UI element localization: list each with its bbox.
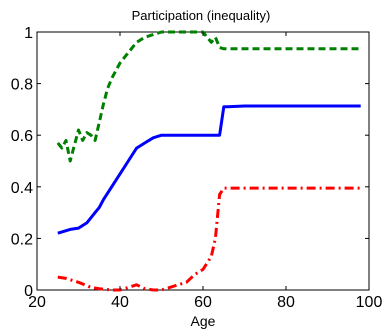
y-tick-label-2: 0.4 bbox=[11, 180, 33, 197]
x-axis-label: Age bbox=[191, 313, 216, 329]
ticks-layer: 20 40 60 80 100 0 0.2 0.4 0.6 0.8 1 bbox=[11, 25, 383, 311]
y-tick-label-4: 0.8 bbox=[11, 77, 33, 94]
x-tick-label-2: 60 bbox=[194, 294, 212, 311]
series-line-0 bbox=[57, 104, 361, 235]
x-tick-label-1: 40 bbox=[111, 294, 129, 311]
x-tick-label-3: 80 bbox=[277, 294, 295, 311]
series-line-2 bbox=[57, 186, 361, 292]
y-tick-label-1: 0.2 bbox=[11, 231, 33, 248]
series-layer bbox=[56, 30, 361, 292]
chart-title: Participation (inequality) bbox=[132, 8, 271, 23]
x-tick-label-4: 100 bbox=[356, 294, 383, 311]
y-tick-label-3: 0.6 bbox=[11, 128, 33, 145]
x-tick-label-0: 20 bbox=[28, 294, 46, 311]
series-line-1 bbox=[56, 30, 361, 163]
plot-frame bbox=[36, 31, 370, 291]
y-tick-label-5: 1 bbox=[24, 25, 33, 42]
y-tick-label-0: 0 bbox=[24, 283, 33, 300]
